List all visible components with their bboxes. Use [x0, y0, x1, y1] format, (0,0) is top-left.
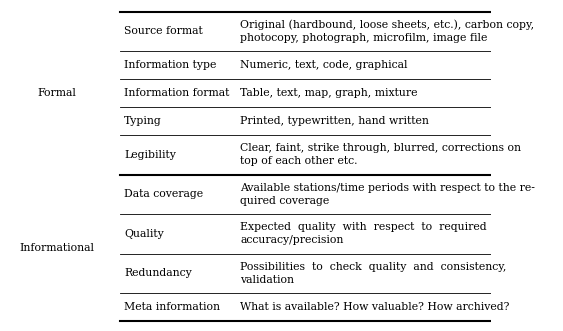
- Text: Expected  quality  with  respect  to  required
accuracy/precision: Expected quality with respect to require…: [240, 222, 487, 245]
- Text: Formal: Formal: [37, 88, 76, 98]
- Text: Table, text, map, graph, mixture: Table, text, map, graph, mixture: [240, 88, 418, 98]
- Text: What is available? How valuable? How archived?: What is available? How valuable? How arc…: [240, 302, 510, 312]
- Text: Data coverage: Data coverage: [124, 189, 203, 199]
- Text: Printed, typewritten, hand written: Printed, typewritten, hand written: [240, 116, 430, 126]
- Text: Typing: Typing: [124, 116, 162, 126]
- Text: Redundancy: Redundancy: [124, 268, 192, 278]
- Text: Meta information: Meta information: [124, 302, 220, 312]
- Text: Numeric, text, code, graphical: Numeric, text, code, graphical: [240, 60, 408, 70]
- Text: Information type: Information type: [124, 60, 217, 70]
- Text: Source format: Source format: [124, 26, 203, 36]
- Text: Clear, faint, strike through, blurred, corrections on
top of each other etc.: Clear, faint, strike through, blurred, c…: [240, 143, 521, 166]
- Text: Quality: Quality: [124, 229, 164, 239]
- Text: Original (hardbound, loose sheets, etc.), carbon copy,
photocopy, photograph, mi: Original (hardbound, loose sheets, etc.)…: [240, 20, 534, 43]
- Text: Information format: Information format: [124, 88, 230, 98]
- Text: Informational: Informational: [19, 243, 94, 253]
- Text: Possibilities  to  check  quality  and  consistency,
validation: Possibilities to check quality and consi…: [240, 262, 507, 285]
- Text: Legibility: Legibility: [124, 150, 176, 160]
- Text: Available stations/time periods with respect to the re-
quired coverage: Available stations/time periods with res…: [240, 183, 535, 206]
